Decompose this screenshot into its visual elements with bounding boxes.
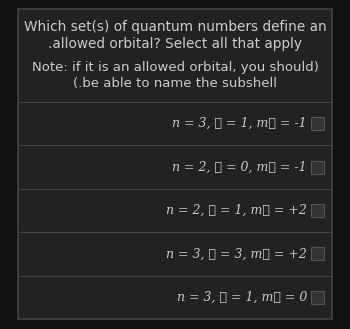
Text: n = 3, ℓ = 1, mℓ = -1: n = 3, ℓ = 1, mℓ = -1 bbox=[172, 117, 307, 130]
Bar bbox=[311, 117, 324, 130]
Bar bbox=[311, 247, 324, 260]
Text: n = 3, ℓ = 1, mℓ = 0: n = 3, ℓ = 1, mℓ = 0 bbox=[177, 291, 307, 304]
Text: n = 2, ℓ = 1, mℓ = +2: n = 2, ℓ = 1, mℓ = +2 bbox=[166, 204, 307, 217]
Bar bbox=[311, 161, 324, 174]
Text: n = 2, ℓ = 0, mℓ = -1: n = 2, ℓ = 0, mℓ = -1 bbox=[172, 161, 307, 174]
Text: (.be able to name the subshell: (.be able to name the subshell bbox=[73, 77, 277, 89]
Bar bbox=[311, 204, 324, 217]
Bar bbox=[311, 291, 324, 304]
Text: .allowed orbital? Select all that apply: .allowed orbital? Select all that apply bbox=[48, 37, 302, 51]
Bar bbox=[18, 9, 332, 319]
Text: Note: if it is an allowed orbital, you should): Note: if it is an allowed orbital, you s… bbox=[32, 61, 318, 73]
Text: n = 3, ℓ = 3, mℓ = +2: n = 3, ℓ = 3, mℓ = +2 bbox=[166, 247, 307, 260]
Text: Which set(s) of quantum numbers define an: Which set(s) of quantum numbers define a… bbox=[24, 20, 326, 34]
